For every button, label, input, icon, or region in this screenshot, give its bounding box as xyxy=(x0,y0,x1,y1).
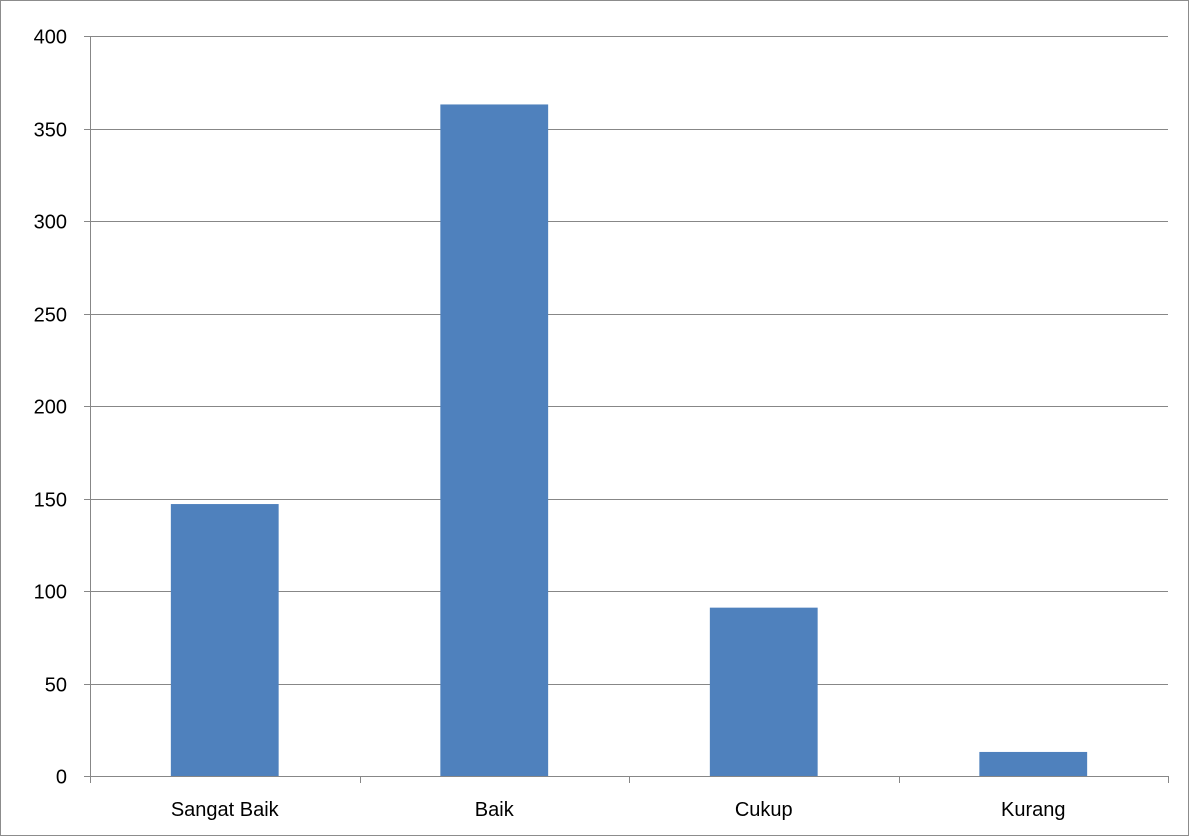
bar-sangat-baik xyxy=(170,504,279,776)
y-tick-label: 50 xyxy=(45,675,67,697)
bar-kurang xyxy=(979,751,1088,776)
y-tick-label: 150 xyxy=(34,490,67,512)
axes xyxy=(84,36,1169,783)
y-tick-label: 100 xyxy=(34,582,67,604)
bar-cukup xyxy=(709,607,818,776)
y-tick-label: 200 xyxy=(34,397,67,419)
x-tick-label: Baik xyxy=(475,799,515,821)
bars xyxy=(170,104,1088,776)
y-tick-label: 0 xyxy=(56,767,67,789)
x-tick-label: Cukup xyxy=(735,799,793,821)
x-tick-label: Kurang xyxy=(1001,799,1066,821)
y-tick-label: 250 xyxy=(34,305,67,327)
y-tick-label: 400 xyxy=(34,27,67,49)
y-tick-label: 350 xyxy=(34,120,67,142)
x-tick-labels: Sangat Baik Baik Cukup Kurang xyxy=(171,799,1066,821)
y-tick-labels: 0 50 100 150 200 250 300 350 400 xyxy=(34,27,67,789)
y-tick-label: 300 xyxy=(34,212,67,234)
bar-baik xyxy=(440,104,549,776)
x-tick-label: Sangat Baik xyxy=(171,799,280,821)
